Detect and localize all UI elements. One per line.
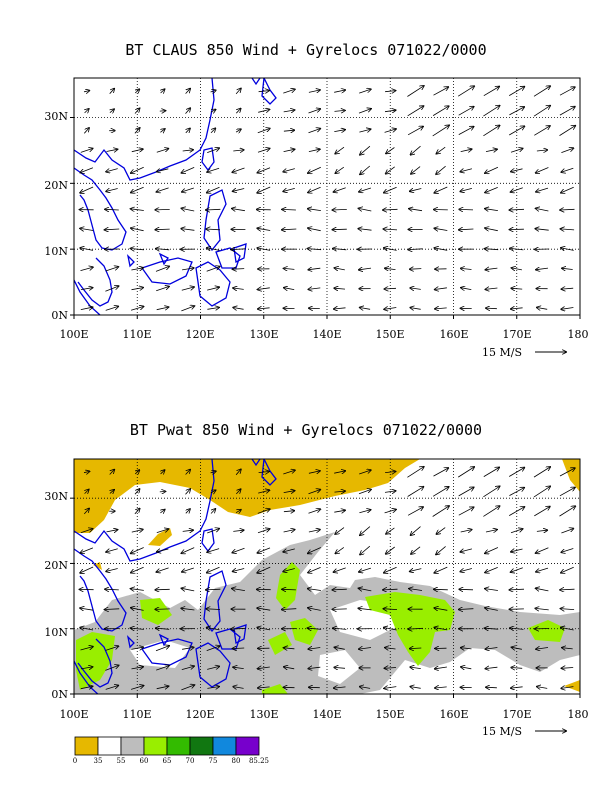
colorbar-label: 75 — [209, 757, 218, 765]
colorbar-swatch — [189, 736, 214, 756]
lon-label-110E: 110E — [122, 708, 151, 721]
lon-label-160E: 160E — [439, 708, 468, 721]
colorbar-label: 0 — [73, 757, 77, 765]
colorbar-swatch — [97, 736, 122, 756]
lon-label-170E: 170E — [502, 708, 531, 721]
lat-label-0N: 0N — [51, 309, 68, 322]
colorbar-swatch — [166, 736, 191, 756]
colorbar-label: 85.25 — [249, 757, 269, 765]
panel1-scale-legend: 15 M/S — [482, 346, 566, 359]
lat-label-0N: 0N — [51, 688, 68, 701]
lon-label-180: 180 — [568, 328, 589, 341]
colorbar-swatch — [212, 736, 237, 756]
lat-label-30N: 30N — [44, 110, 68, 123]
panel2-map — [70, 458, 581, 698]
panel2-scale-legend: 15 M/S — [482, 725, 566, 738]
colorbar-swatch — [143, 736, 168, 756]
lon-label-120E: 120E — [185, 708, 214, 721]
panel1-lon-labels: 100E 110E 120E 130E 140E 150E 160E 170E … — [59, 328, 588, 341]
panel2-wind-vectors — [80, 467, 576, 690]
colorbar-label: 65 — [163, 757, 172, 765]
colorbar-swatch — [235, 736, 260, 756]
panel2-lat-labels: 0N 10N 20N 30N — [44, 490, 68, 701]
lat-label-30N: 30N — [44, 490, 68, 503]
lat-label-20N: 20N — [44, 179, 68, 192]
lat-label-10N: 10N — [44, 626, 68, 639]
panel2-lon-labels: 100E 110E 120E 130E 140E 150E 160E 170E … — [59, 708, 588, 721]
panel1-title: BT CLAUS 850 Wind + Gyrelocs 071022/0000 — [125, 41, 487, 59]
colorbar-swatch — [74, 736, 99, 756]
lon-label-120E: 120E — [185, 328, 214, 341]
lon-label-180: 180 — [568, 708, 589, 721]
colorbar-label: 55 — [117, 757, 126, 765]
lon-label-100E: 100E — [59, 708, 88, 721]
lon-label-110E: 110E — [122, 328, 151, 341]
lon-label-150E: 150E — [375, 328, 404, 341]
panel1-map — [70, 77, 581, 319]
lon-label-150E: 150E — [375, 708, 404, 721]
lon-label-100E: 100E — [59, 328, 88, 341]
panel2-scale-label: 15 M/S — [482, 725, 522, 738]
lon-label-130E: 130E — [249, 328, 278, 341]
colorbar-label: 80 — [232, 757, 241, 765]
panel1-scale-label: 15 M/S — [482, 346, 522, 359]
lon-label-140E: 140E — [312, 328, 341, 341]
lon-label-170E: 170E — [502, 328, 531, 341]
lon-label-130E: 130E — [249, 708, 278, 721]
colorbar-swatch — [120, 736, 145, 756]
colorbar-label: 70 — [186, 757, 195, 765]
panel2-title: BT Pwat 850 Wind + Gyrelocs 071022/0000 — [129, 421, 483, 439]
panel1-wind-vectors — [80, 86, 576, 311]
colorbar-label: 60 — [140, 757, 149, 765]
colorbar-label: 35 — [94, 757, 103, 765]
lat-label-10N: 10N — [44, 245, 68, 258]
pwat-colorbar: 0 35 55 60 65 70 75 80 85.25 — [73, 736, 269, 765]
lon-label-140E: 140E — [312, 708, 341, 721]
lon-label-160E: 160E — [439, 328, 468, 341]
panel1-lat-labels: 0N 10N 20N 30N — [44, 110, 68, 322]
lat-label-20N: 20N — [44, 559, 68, 572]
